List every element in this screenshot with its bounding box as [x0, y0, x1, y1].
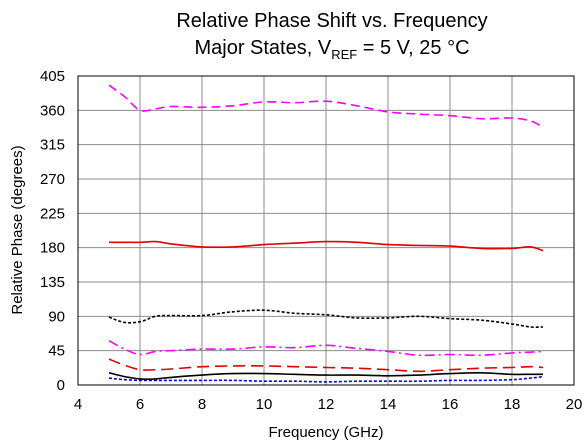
series-line-5: [108, 358, 544, 373]
x-axis-label: Frequency (GHz): [268, 424, 383, 441]
y-axis-label: Relative Phase (degrees): [9, 145, 26, 314]
y-tick-label: 225: [40, 205, 65, 222]
x-tick-label: 20: [566, 396, 583, 413]
plot-area-frame: [77, 75, 575, 386]
chart-title-line2-subscript: REF: [331, 47, 357, 62]
y-tick-label: 45: [48, 343, 65, 360]
chart-title-line2-suffix: = 5 V, 25 °C: [357, 37, 469, 59]
x-tick-label: 12: [318, 396, 335, 413]
x-tick-label: 16: [442, 396, 459, 413]
x-tick-label: 6: [136, 396, 144, 413]
y-tick-label: 270: [40, 171, 65, 188]
series-group: [108, 84, 544, 383]
series-line-7: [108, 375, 544, 383]
series-line-3: [108, 309, 544, 329]
x-tick-label: 18: [504, 396, 521, 413]
series-line-4: [108, 339, 544, 357]
chart-title-line2: Major States, VREF = 5 V, 25 °C: [194, 37, 469, 62]
x-tick-label: 14: [380, 396, 397, 413]
tick-labels: 4 6 8 10 12 14 16 18 20 0 45 90 135 180 225 270 315 360 40…: [40, 68, 582, 413]
chart-title-line1: Relative Phase Shift vs. Frequency: [176, 10, 487, 32]
x-tick-label: 10: [256, 396, 273, 413]
y-tick-label: 360: [40, 102, 65, 119]
series-line-1: [108, 84, 544, 128]
y-tick-label: 315: [40, 137, 65, 154]
grid: [77, 75, 575, 386]
y-tick-label: 0: [57, 377, 65, 394]
y-tick-label: 90: [48, 308, 65, 325]
x-tick-label: 8: [198, 396, 206, 413]
y-tick-label: 135: [40, 274, 65, 291]
y-tick-label: 180: [40, 240, 65, 257]
chart-title-line2-prefix: Major States, V: [194, 37, 331, 59]
series-line-6: [108, 371, 543, 380]
x-tick-label: 4: [74, 396, 82, 413]
series-line-2: [108, 240, 544, 252]
y-tick-label: 405: [40, 68, 65, 85]
